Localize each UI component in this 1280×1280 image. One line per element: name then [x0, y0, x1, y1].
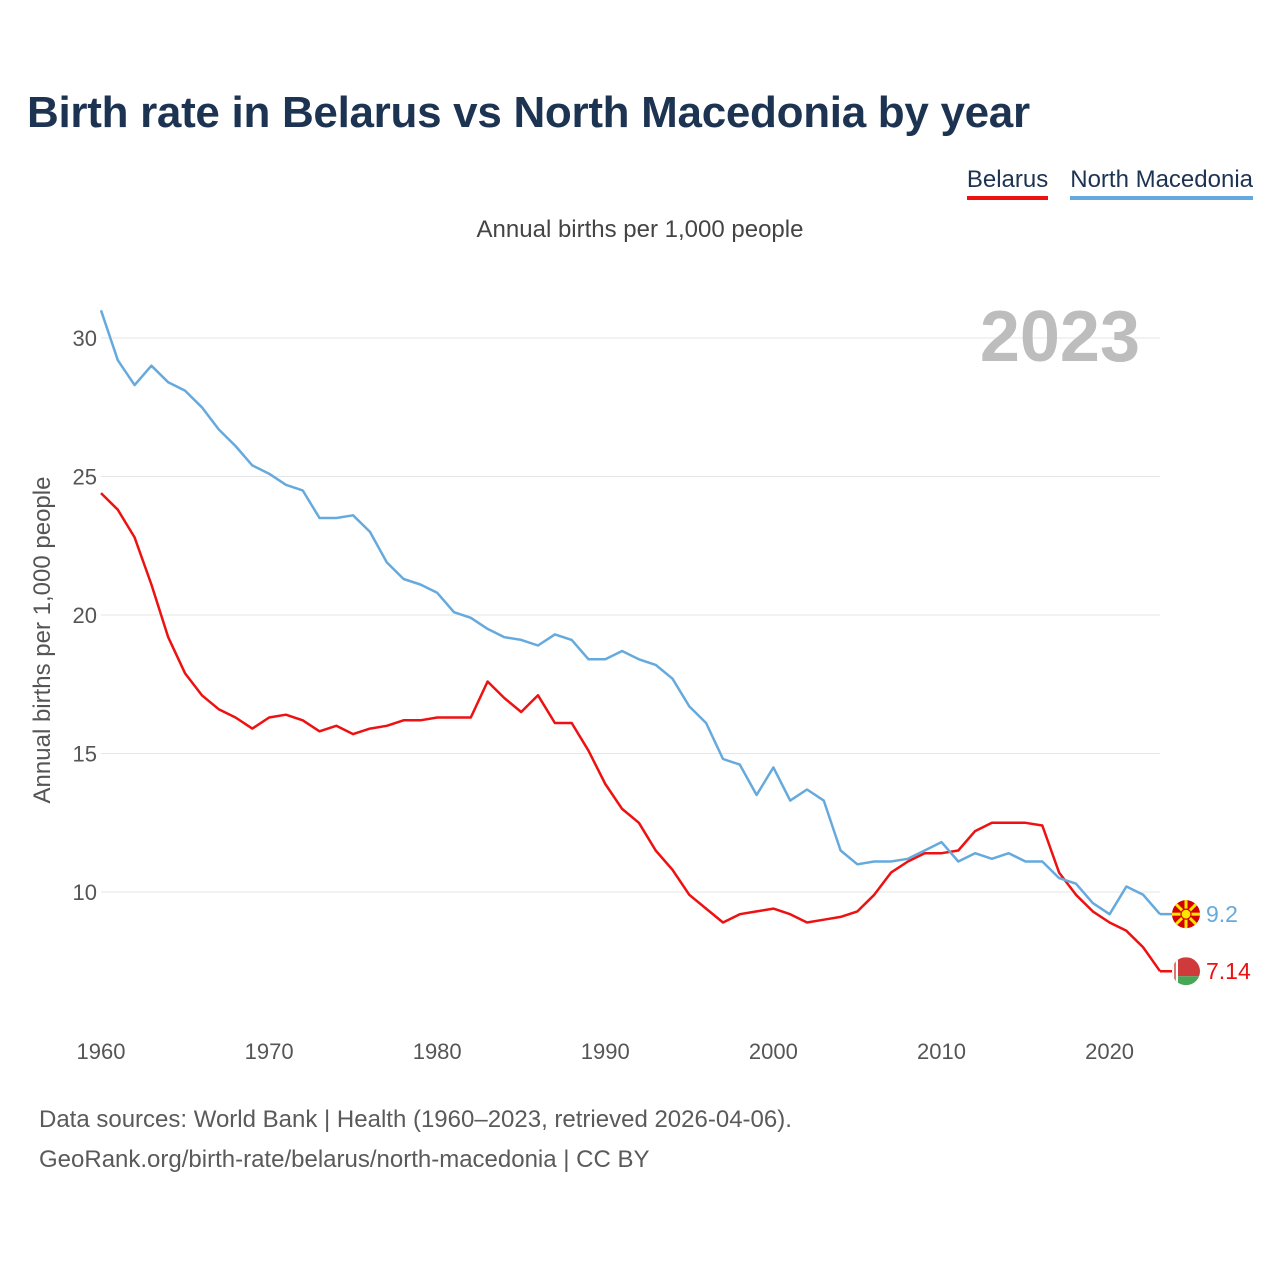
belarus-flag-icon: [1172, 957, 1200, 986]
series-line-north-macedonia[interactable]: [99, 309, 1161, 916]
x-tick-label: 2020: [1085, 1039, 1134, 1064]
y-tick-label: 10: [73, 880, 97, 905]
x-axis-ticks: 1960 1970 1980 1990 2000 2010 2020: [77, 1039, 1135, 1064]
series-end-markers: 9.2 7.14: [1160, 900, 1251, 986]
north-macedonia-flag-icon: [1172, 900, 1200, 929]
belarus-end-label: 7.14: [1206, 958, 1251, 984]
legend: Belarus North Macedonia: [966, 166, 1253, 200]
y-tick-label: 20: [73, 603, 97, 628]
y-tick-label: 25: [73, 465, 97, 490]
x-tick-label: 1990: [581, 1039, 630, 1064]
y-tick-label: 30: [73, 326, 97, 351]
y-axis-ticks: 10 15 20 25 30: [73, 326, 97, 905]
legend-item-north-macedonia[interactable]: North Macedonia: [1070, 166, 1253, 200]
x-tick-label: 2000: [749, 1039, 798, 1064]
source-url[interactable]: GeoRank.org/birth-rate/belarus/north-mac…: [39, 1146, 650, 1173]
chart-subtitle: Annual births per 1,000 people: [476, 216, 804, 243]
source-line: Data sources: World Bank | Health (1960–…: [39, 1106, 792, 1133]
y-tick-label: 15: [73, 742, 97, 767]
x-tick-label: 1970: [245, 1039, 294, 1064]
gridlines: [101, 337, 1160, 893]
x-tick-label: 1960: [77, 1039, 126, 1064]
series-line-belarus[interactable]: [100, 492, 1162, 972]
legend-item-belarus[interactable]: Belarus: [966, 166, 1049, 200]
series-lines: [99, 309, 1162, 972]
x-tick-label: 1980: [413, 1039, 462, 1064]
year-watermark: 2023: [979, 297, 1140, 377]
chart-title: Birth rate in Belarus vs North Macedonia…: [27, 88, 1030, 137]
x-tick-label: 2010: [917, 1039, 966, 1064]
north-macedonia-end-label: 9.2: [1206, 901, 1238, 927]
